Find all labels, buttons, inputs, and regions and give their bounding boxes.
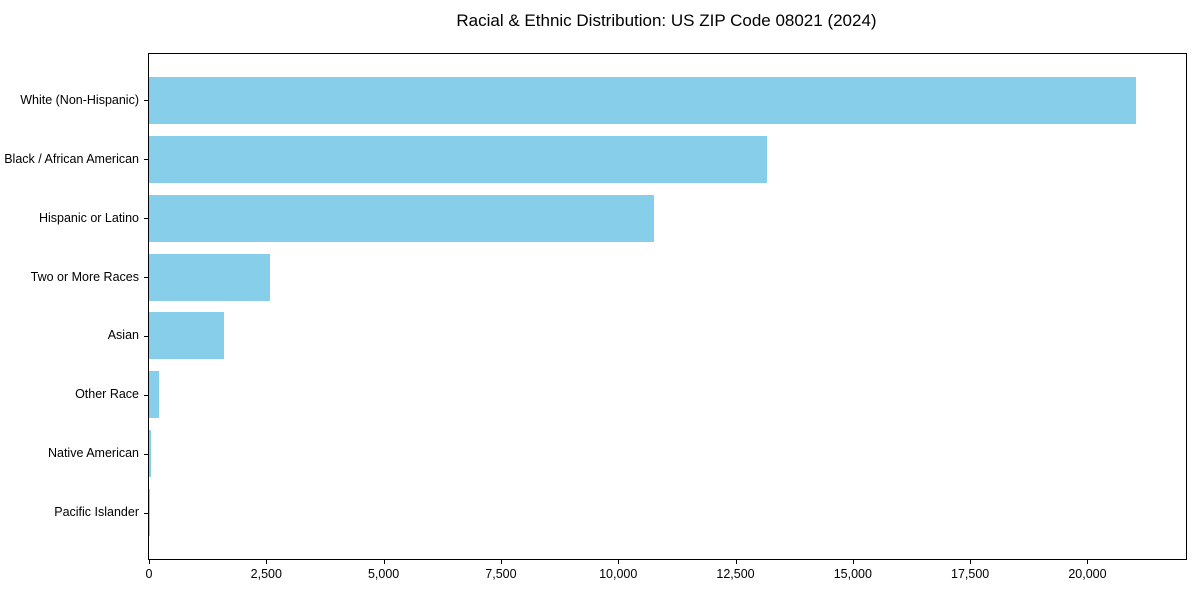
x-tick-mark xyxy=(618,560,620,564)
y-axis-label: Asian xyxy=(107,328,139,343)
x-tick-mark xyxy=(266,560,268,564)
y-axis-label: Black / African American xyxy=(4,151,139,166)
chart-title: Racial & Ethnic Distribution: US ZIP Cod… xyxy=(456,11,877,30)
x-tick-mark xyxy=(1087,560,1089,564)
x-tick-label: 17,500 xyxy=(951,567,990,581)
plot-area xyxy=(148,53,1187,560)
bar xyxy=(149,135,768,183)
x-tick-label: 20,000 xyxy=(1068,567,1107,581)
x-tick-label: 0 xyxy=(145,567,153,581)
y-tick-mark xyxy=(144,218,148,220)
y-tick-mark xyxy=(144,335,148,337)
y-tick-mark xyxy=(144,277,148,279)
x-tick-mark xyxy=(735,560,737,564)
y-tick-mark xyxy=(144,159,148,161)
y-tick-mark xyxy=(144,100,148,102)
x-tick-label: 12,500 xyxy=(716,567,755,581)
x-tick-label: 10,000 xyxy=(599,567,638,581)
x-tick-mark xyxy=(383,560,385,564)
bar xyxy=(149,371,159,419)
bar xyxy=(149,430,151,478)
x-tick-mark xyxy=(852,560,854,564)
bar xyxy=(149,194,654,242)
y-axis-label: Hispanic or Latino xyxy=(38,210,139,225)
y-axis-label: Two or More Races xyxy=(30,269,139,284)
x-tick-label: 15,000 xyxy=(833,567,872,581)
x-tick-mark xyxy=(149,560,150,564)
x-tick-label: 2,500 xyxy=(250,567,282,581)
x-tick-mark xyxy=(970,560,972,564)
y-tick-mark xyxy=(144,453,148,455)
bar xyxy=(149,253,271,301)
y-axis-label: Pacific Islander xyxy=(54,505,139,519)
y-tick-mark xyxy=(144,512,148,514)
x-tick-label: 5,000 xyxy=(367,567,400,581)
y-tick-mark xyxy=(144,394,148,396)
x-tick-mark xyxy=(500,560,502,564)
y-axis-label: Other Race xyxy=(75,387,139,402)
bar xyxy=(149,76,1137,125)
y-axis-label: Native American xyxy=(47,446,139,461)
y-axis-label: White (Non-Hispanic) xyxy=(20,92,139,107)
x-tick-label: 7,500 xyxy=(485,567,517,581)
bar xyxy=(149,312,225,360)
